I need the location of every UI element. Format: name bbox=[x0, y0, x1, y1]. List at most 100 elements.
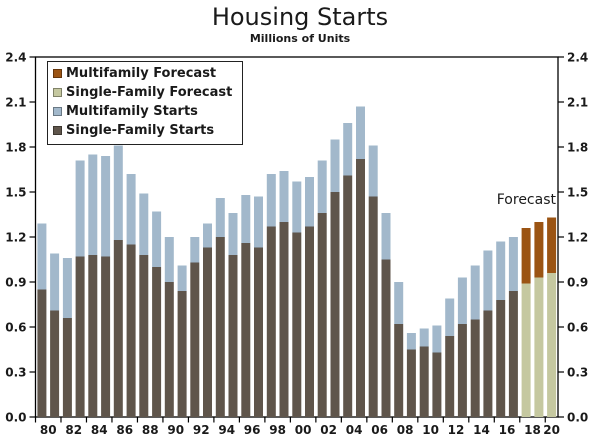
svg-text:2.1: 2.1 bbox=[5, 96, 26, 110]
bar-2008-single_family bbox=[394, 324, 404, 417]
bar-1999-multifamily bbox=[279, 171, 289, 222]
bar-1981-single_family bbox=[50, 310, 60, 417]
bar-1988-single_family bbox=[139, 255, 149, 417]
bar-1985-multifamily bbox=[101, 156, 111, 257]
svg-text:06: 06 bbox=[371, 423, 388, 437]
bar-1996-multifamily bbox=[241, 195, 251, 243]
legend-item-multifamily_forecast: Multifamily Forecast bbox=[53, 64, 232, 83]
bar-1983-multifamily bbox=[75, 160, 85, 257]
bar-2012-multifamily bbox=[445, 298, 455, 336]
bar-2004-multifamily bbox=[343, 123, 353, 176]
bar-2011-multifamily bbox=[432, 325, 442, 353]
bar-1980-single_family bbox=[37, 289, 47, 417]
svg-text:0.6: 0.6 bbox=[5, 321, 26, 335]
bar-2000-single_family bbox=[292, 232, 302, 417]
bar-2019-multifamily_forecast bbox=[534, 222, 544, 278]
legend-label: Multifamily Starts bbox=[66, 104, 198, 119]
bar-2000-multifamily bbox=[292, 181, 302, 233]
bar-2013-multifamily bbox=[457, 277, 467, 324]
series-multifamily bbox=[37, 106, 518, 353]
bar-2019-single_family_forecast bbox=[534, 277, 544, 417]
legend-label: Single-Family Forecast bbox=[66, 85, 233, 100]
legend-label: Multifamily Forecast bbox=[66, 66, 217, 81]
bar-1984-multifamily bbox=[88, 154, 98, 255]
bar-1995-multifamily bbox=[228, 213, 238, 255]
bar-2018-multifamily_forecast bbox=[521, 228, 531, 284]
bar-2016-multifamily bbox=[496, 241, 506, 300]
bar-2004-single_family bbox=[343, 175, 353, 417]
svg-text:0.0: 0.0 bbox=[567, 411, 588, 425]
svg-text:90: 90 bbox=[167, 423, 184, 437]
svg-text:20: 20 bbox=[543, 423, 560, 437]
svg-text:0.9: 0.9 bbox=[567, 276, 588, 290]
bar-1982-multifamily bbox=[62, 258, 72, 318]
forecast-annotation: Forecast bbox=[496, 192, 556, 208]
bar-1991-multifamily bbox=[177, 265, 187, 291]
y-axis-ticks bbox=[29, 56, 564, 418]
y-axis-labels: 0.0 0.0 0.3 0.3 0.6 0.6 0.9 0.9 1.2 1.2 1.5 1.5 1.8 1… bbox=[5, 51, 588, 425]
legend-item-single_family_forecast: Single-Family Forecast bbox=[53, 83, 232, 102]
bar-1996-single_family bbox=[241, 243, 251, 417]
bar-1986-multifamily bbox=[113, 145, 123, 240]
svg-text:2.1: 2.1 bbox=[567, 96, 588, 110]
bar-2020-multifamily_forecast bbox=[547, 217, 557, 273]
svg-text:18: 18 bbox=[524, 423, 541, 437]
bar-2005-multifamily bbox=[356, 106, 365, 159]
svg-text:1.8: 1.8 bbox=[5, 141, 26, 155]
svg-text:1.5: 1.5 bbox=[567, 186, 588, 200]
svg-text:86: 86 bbox=[116, 423, 133, 437]
svg-text:92: 92 bbox=[193, 423, 210, 437]
legend-swatch-multifamily bbox=[53, 107, 62, 116]
bar-2010-single_family bbox=[419, 346, 429, 417]
bar-2009-single_family bbox=[406, 349, 416, 417]
svg-text:10: 10 bbox=[422, 423, 439, 437]
svg-text:04: 04 bbox=[346, 423, 363, 437]
bar-1992-single_family bbox=[190, 262, 200, 417]
svg-text:1.2: 1.2 bbox=[567, 231, 588, 245]
bar-2013-single_family bbox=[457, 324, 467, 417]
x-axis-labels: 80 82 84 86 88 90 92 94 96 98 00 02 04 06 08 10 12 14 16 18… bbox=[40, 423, 560, 437]
svg-text:1.2: 1.2 bbox=[5, 231, 26, 245]
svg-text:98: 98 bbox=[269, 423, 286, 437]
bar-2015-multifamily bbox=[483, 250, 493, 311]
svg-text:80: 80 bbox=[40, 423, 57, 437]
x-axis-ticks bbox=[34, 417, 546, 423]
bar-1991-single_family bbox=[177, 291, 187, 417]
bar-1985-single_family bbox=[101, 256, 111, 417]
svg-text:02: 02 bbox=[320, 423, 337, 437]
bar-1990-multifamily bbox=[164, 237, 174, 282]
svg-text:0.0: 0.0 bbox=[5, 411, 26, 425]
bar-2001-multifamily bbox=[305, 177, 314, 227]
bar-1984-single_family bbox=[88, 255, 98, 417]
svg-text:82: 82 bbox=[65, 423, 82, 437]
bar-2002-single_family bbox=[317, 213, 327, 417]
bar-1987-single_family bbox=[126, 244, 136, 417]
bar-2005-single_family bbox=[356, 159, 365, 417]
svg-text:00: 00 bbox=[295, 423, 312, 437]
chart-title: Housing Starts bbox=[211, 3, 389, 31]
bar-2003-multifamily bbox=[330, 139, 340, 192]
bar-1998-single_family bbox=[266, 226, 276, 417]
bar-2018-single_family_forecast bbox=[521, 283, 531, 417]
bar-2014-multifamily bbox=[470, 265, 480, 320]
bar-1997-multifamily bbox=[254, 196, 263, 248]
legend-item-single_family: Single-Family Starts bbox=[53, 121, 232, 140]
legend-label: Single-Family Starts bbox=[66, 123, 215, 138]
bar-2009-multifamily bbox=[406, 333, 416, 350]
bar-1980-multifamily bbox=[37, 223, 47, 290]
svg-text:0.3: 0.3 bbox=[5, 366, 26, 380]
svg-text:0.3: 0.3 bbox=[567, 366, 588, 380]
bar-1998-multifamily bbox=[266, 174, 276, 227]
bar-2008-multifamily bbox=[394, 282, 404, 324]
legend: Multifamily Forecast Single-Family Foreca… bbox=[47, 61, 244, 145]
bar-2007-single_family bbox=[381, 259, 391, 417]
series-multifamily_forecast bbox=[521, 217, 557, 284]
bar-2006-single_family bbox=[368, 196, 378, 417]
bar-1981-multifamily bbox=[50, 253, 60, 311]
bar-1989-single_family bbox=[152, 267, 162, 417]
bar-1983-single_family bbox=[75, 256, 85, 417]
bar-1986-single_family bbox=[113, 240, 123, 417]
bar-2002-multifamily bbox=[317, 160, 327, 213]
